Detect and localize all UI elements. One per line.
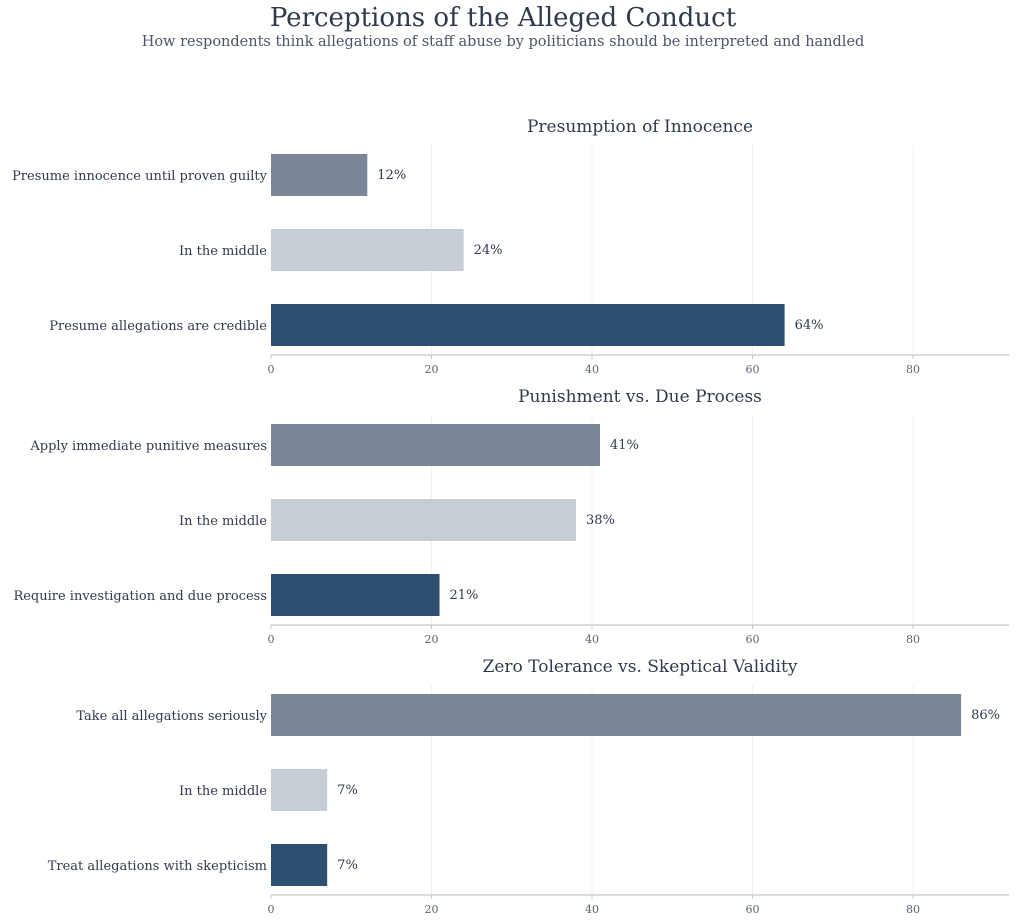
category-label: In the middle <box>179 514 267 529</box>
x-tick-label: 40 <box>585 903 599 916</box>
x-tick-label: 80 <box>906 363 920 376</box>
category-label: Treat allegations with skepticism <box>48 859 267 874</box>
x-tick-label: 60 <box>746 903 760 916</box>
bar <box>271 769 328 811</box>
page-subtitle: How respondents think allegations of sta… <box>141 34 865 50</box>
category-label: Presume innocence until proven guilty <box>12 169 268 184</box>
data-label: 64% <box>795 318 824 333</box>
bar <box>271 844 328 886</box>
data-label: 41% <box>610 438 639 453</box>
data-label: 12% <box>377 168 406 183</box>
data-label: 7% <box>337 858 358 873</box>
x-tick-label: 20 <box>425 633 439 646</box>
x-tick-label: 60 <box>746 363 760 376</box>
data-label: 7% <box>337 783 358 798</box>
chart-title: Zero Tolerance vs. Skeptical Validity <box>483 657 798 677</box>
category-label: Take all allegations seriously <box>76 709 267 724</box>
x-tick-label: 0 <box>268 633 275 646</box>
x-tick-label: 80 <box>906 633 920 646</box>
data-label: 21% <box>450 588 479 603</box>
category-label: In the middle <box>179 784 267 799</box>
category-label: Require investigation and due process <box>13 589 267 604</box>
x-tick-label: 40 <box>585 363 599 376</box>
bar <box>271 499 576 541</box>
bar <box>271 154 368 196</box>
x-tick-label: 20 <box>425 903 439 916</box>
x-tick-label: 80 <box>906 903 920 916</box>
x-tick-label: 40 <box>585 633 599 646</box>
data-label: 86% <box>971 708 1000 723</box>
x-tick-label: 20 <box>425 363 439 376</box>
chart-title: Punishment vs. Due Process <box>518 387 762 407</box>
category-label: Apply immediate punitive measures <box>29 439 267 454</box>
bar <box>271 694 962 736</box>
bar <box>271 229 464 271</box>
x-tick-label: 60 <box>746 633 760 646</box>
bar <box>271 574 440 616</box>
x-tick-label: 0 <box>268 903 275 916</box>
bar <box>271 304 785 346</box>
page-title: Perceptions of the Alleged Conduct <box>269 3 737 33</box>
chart-title: Presumption of Innocence <box>527 117 753 137</box>
data-label: 38% <box>586 513 615 528</box>
category-label: Presume allegations are credible <box>49 319 267 334</box>
category-label: In the middle <box>179 244 267 259</box>
bar <box>271 424 601 466</box>
data-label: 24% <box>474 243 503 258</box>
x-tick-label: 0 <box>268 363 275 376</box>
